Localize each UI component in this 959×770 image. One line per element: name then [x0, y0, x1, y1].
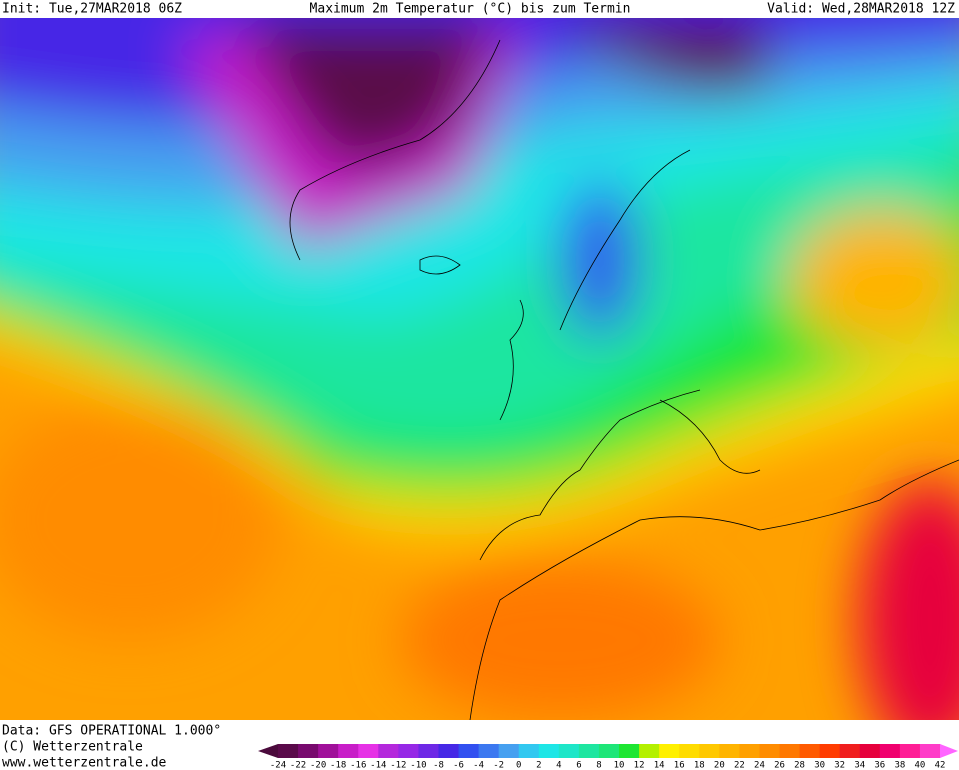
legend-tick-label: 0: [516, 761, 521, 770]
legend-box: [859, 744, 881, 758]
legend-tick-label: -24: [270, 761, 286, 770]
legend-tick-label: -16: [350, 761, 366, 770]
legend-box: [458, 744, 480, 758]
legend-tick-label: 36: [874, 761, 885, 770]
legend-tick-label: -22: [290, 761, 306, 770]
legend-arrow-high: [940, 744, 958, 758]
footer-line: (C) Wetterzentrale: [2, 740, 143, 755]
legend-tick-label: -8: [433, 761, 444, 770]
legend-tick-label: 14: [654, 761, 665, 770]
legend-tick-label: -4: [473, 761, 484, 770]
legend-box: [879, 744, 901, 758]
legend-box: [699, 744, 720, 758]
coastlines: [289, 39, 959, 720]
init-time: Init: Tue,27MAR2018 06Z: [2, 2, 182, 17]
legend-box: [578, 744, 600, 758]
legend-box: [378, 744, 399, 758]
footer: Data: GFS OPERATIONAL 1.000°(C) Wetterze…: [2, 724, 221, 770]
legend-tick-label: 20: [714, 761, 725, 770]
legend-tick-label: 4: [556, 761, 561, 770]
legend-tick-label: -6: [453, 761, 464, 770]
legend-tick-label: 24: [754, 761, 765, 770]
legend-tick-label: 34: [854, 761, 865, 770]
valid-time: Valid: Wed,28MAR2018 12Z: [767, 2, 955, 17]
legend-box: [478, 744, 500, 758]
legend-box: [719, 744, 740, 758]
legend-arrow-low: [258, 744, 278, 758]
legend-box: [679, 744, 700, 758]
legend-tick-label: 6: [576, 761, 581, 770]
legend-box: [398, 744, 419, 758]
legend-tick-label: 12: [634, 761, 645, 770]
legend-tick-label: -10: [410, 761, 426, 770]
legend-box: [799, 744, 821, 758]
legend-tick-label: -20: [310, 761, 326, 770]
legend-tick-label: 10: [614, 761, 625, 770]
color-legend: -24 -22 -20 -18 -16 -14 -12 -10 -8 -6 -4 -2 0 2 4 6 8 10 1…: [258, 744, 958, 770]
legend-box: [278, 744, 299, 758]
legend-tick-label: -18: [330, 761, 346, 770]
legend-tick-label: 32: [834, 761, 845, 770]
legend-box: [298, 744, 319, 758]
legend-box: [739, 744, 760, 758]
legend-box: [899, 744, 921, 758]
legend-box: [518, 744, 540, 758]
legend-box: [418, 744, 439, 758]
legend-tick-label: 38: [894, 761, 905, 770]
legend-tick-label: 26: [774, 761, 785, 770]
map-title: Maximum 2m Temperatur (°C) bis zum Termi…: [310, 2, 631, 17]
legend-tick-label: 28: [794, 761, 805, 770]
legend-box: [498, 744, 520, 758]
legend-box: [759, 744, 781, 758]
legend-tick-label: 40: [915, 761, 926, 770]
legend-box: [779, 744, 801, 758]
legend-box: [598, 744, 620, 758]
legend-box: [619, 744, 640, 758]
legend-box: [358, 744, 379, 758]
legend-tick-label: 8: [596, 761, 601, 770]
footer-line: Data: GFS OPERATIONAL 1.000°: [2, 724, 221, 739]
legend-box: [819, 744, 841, 758]
legend-tick-label: 2: [536, 761, 541, 770]
legend-tick-label: -12: [390, 761, 406, 770]
footer-line: www.wetterzentrale.de: [2, 756, 167, 770]
legend-box: [919, 744, 941, 758]
legend-tick-label: -14: [370, 761, 386, 770]
legend-tick-label: 22: [734, 761, 745, 770]
legend-box: [538, 744, 560, 758]
legend-box: [558, 744, 580, 758]
legend-tick-label: 18: [694, 761, 705, 770]
legend-box: [839, 744, 861, 758]
legend-tick-label: 42: [935, 761, 946, 770]
legend-tick-label: 30: [814, 761, 825, 770]
legend-box: [438, 744, 460, 758]
legend-box: [318, 744, 339, 758]
legend-box: [338, 744, 359, 758]
legend-tick-label: -2: [493, 761, 504, 770]
legend-box: [659, 744, 680, 758]
legend-box: [639, 744, 660, 758]
legend-tick-label: 16: [674, 761, 685, 770]
